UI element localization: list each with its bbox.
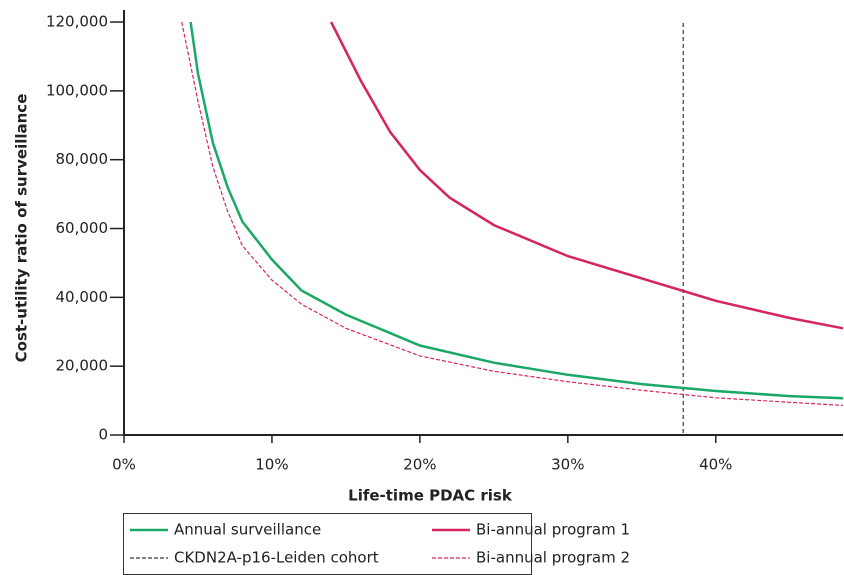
y-tick-label: 0	[98, 426, 108, 444]
y-axis-title: Cost-utility ratio of surveillance	[13, 94, 31, 363]
legend-label: Annual surveillance	[174, 521, 321, 539]
y-tick-label: 20,000	[56, 357, 109, 375]
x-tick-label: 30%	[551, 456, 584, 474]
legend-label: Bi-annual program 2	[476, 549, 630, 567]
y-tick-label: 60,000	[56, 219, 109, 237]
x-tick-label: 10%	[255, 456, 288, 474]
y-tick-label: 120,000	[46, 13, 108, 31]
series-line	[189, 21, 844, 400]
y-tick-label: 80,000	[56, 150, 109, 168]
x-tick-label: 40%	[699, 456, 732, 474]
x-axis-title: Life-time PDAC risk	[348, 487, 513, 505]
legend-label: CKDN2A-p16-Leiden cohort	[174, 549, 379, 567]
y-tick-label: 100,000	[46, 81, 108, 99]
series-line	[181, 21, 844, 406]
x-tick-label: 20%	[403, 456, 436, 474]
legend-label: Bi-annual program 1	[476, 521, 630, 539]
x-tick-label: 0%	[112, 456, 136, 474]
series-line	[329, 21, 844, 330]
y-tick-label: 40,000	[56, 288, 109, 306]
